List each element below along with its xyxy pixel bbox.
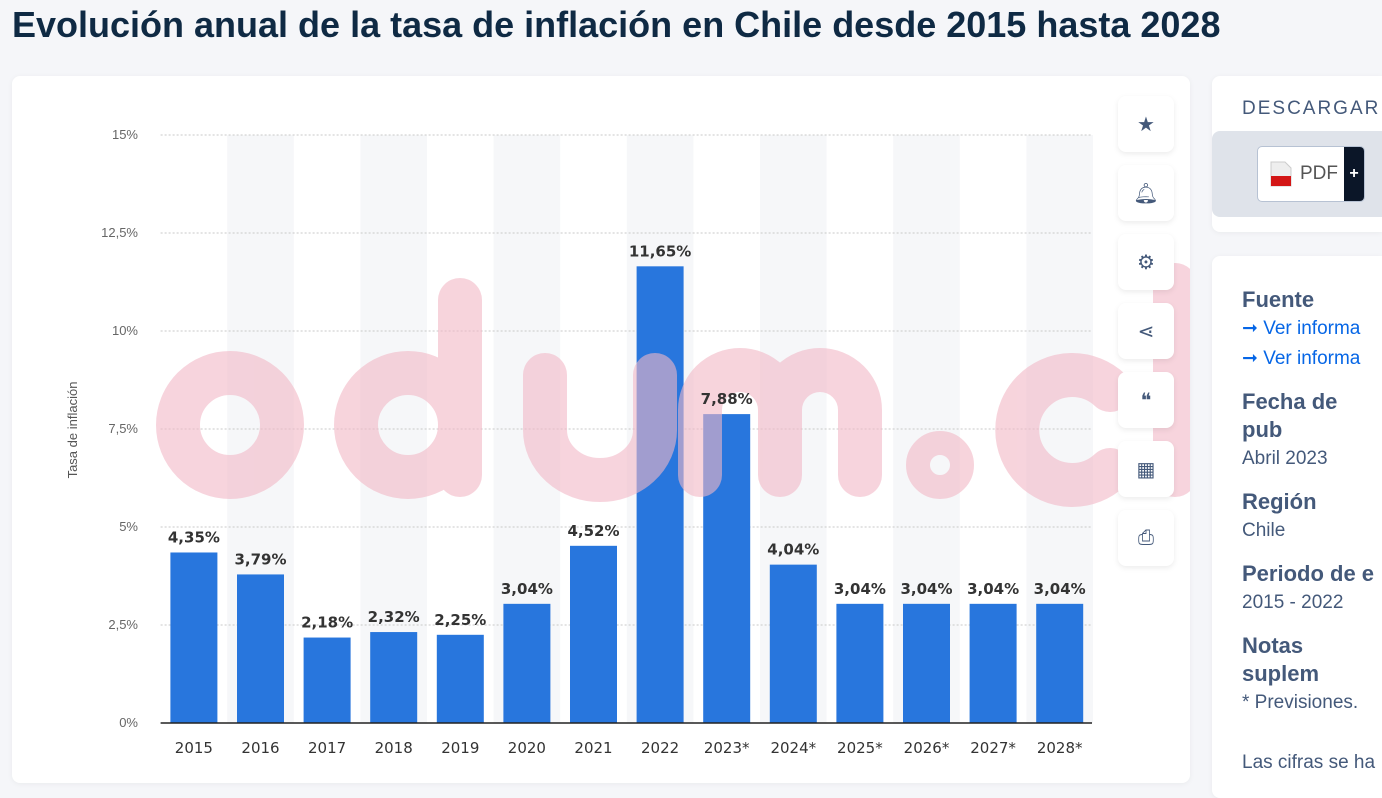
data-label: 2,25% <box>434 611 486 629</box>
info-panel: Fuente ➞ Ver informa ➞ Ver informa Fecha… <box>1212 256 1382 798</box>
x-tick-label: 2025* <box>837 739 883 757</box>
bar-2024*[interactable] <box>769 564 817 723</box>
region-heading: Región <box>1242 489 1317 514</box>
data-label: 3,04% <box>501 580 553 598</box>
plus-icon: + <box>1344 147 1364 201</box>
bars <box>170 266 1084 723</box>
bar-2020[interactable] <box>503 603 551 723</box>
x-tick-label: 2020 <box>508 739 546 757</box>
pub-date-heading: Fecha de pub <box>1242 389 1338 442</box>
print-icon: ⎙ <box>1138 526 1154 549</box>
x-tick-label: 2018 <box>375 739 413 757</box>
pdf-label: PDF <box>1300 163 1338 184</box>
star-icon: ★ <box>1137 113 1155 136</box>
pdf-file-icon <box>1270 161 1292 187</box>
flag-icon: ▦ <box>1136 458 1156 481</box>
data-label: 2,32% <box>368 608 420 626</box>
page-title: Evolución anual de la tasa de inflación … <box>12 4 1221 45</box>
pdf-download-button[interactable]: PDF + <box>1257 146 1365 202</box>
chart-card: 0% 2,5% 5% 7,5% 10% 12,5% 15% Tasa de inflación… <box>12 76 1190 783</box>
y-tick-label: 12,5% <box>101 225 138 240</box>
print-button[interactable]: ⎙ <box>1118 510 1174 566</box>
bar-2021[interactable] <box>570 545 617 723</box>
gear-button[interactable]: ⚙ <box>1118 234 1174 290</box>
quote-button[interactable]: ❝ <box>1118 372 1174 428</box>
bar-2025*[interactable] <box>836 603 884 723</box>
link-text: Ver informa <box>1263 348 1361 369</box>
x-tick-label: 2027* <box>970 739 1016 757</box>
bar-2019[interactable] <box>436 634 484 723</box>
y-axis-label: Tasa de inflación <box>65 382 80 479</box>
arrow-right-icon: ➞ <box>1242 348 1264 369</box>
quote-icon: ❝ <box>1140 389 1152 412</box>
bar-2016[interactable] <box>237 574 284 723</box>
data-label: 4,52% <box>567 522 619 540</box>
star-button[interactable]: ★ <box>1118 96 1174 152</box>
source-heading: Fuente <box>1242 287 1315 312</box>
data-label: 3,79% <box>234 550 286 568</box>
notes-heading: Notas suplem <box>1242 633 1320 686</box>
bar-2027*[interactable] <box>969 603 1017 723</box>
x-tick-label: 2015 <box>175 739 213 757</box>
data-label: 7,88% <box>701 390 753 408</box>
x-tick-label: 2017 <box>308 739 346 757</box>
bar-2022[interactable] <box>636 266 684 723</box>
x-tick-label: 2019 <box>441 739 479 757</box>
share-icon: ⋖ <box>1137 320 1155 343</box>
y-tick-label: 7,5% <box>108 421 138 436</box>
data-label: 3,04% <box>900 580 952 598</box>
bar-2018[interactable] <box>370 632 418 723</box>
download-title: DESCARGAR <box>1242 98 1381 119</box>
y-tick-label: 5% <box>119 519 138 534</box>
y-tick-label: 2,5% <box>108 617 138 632</box>
download-panel: DESCARGAR PDF + <box>1212 76 1382 232</box>
source-link-1[interactable]: ➞ Ver informa <box>1242 314 1382 344</box>
bar-2028*[interactable] <box>1036 603 1084 723</box>
bell-icon: 🔔︎ <box>1133 182 1159 205</box>
data-label: 3,04% <box>967 580 1019 598</box>
arrow-right-icon: ➞ <box>1242 318 1264 339</box>
bar-2015[interactable] <box>170 552 218 723</box>
link-text: Ver informa <box>1263 318 1361 339</box>
data-label: 4,04% <box>767 541 819 559</box>
y-tick-label: 0% <box>119 715 138 730</box>
data-label: 2,18% <box>301 614 353 632</box>
watermark <box>156 263 1190 507</box>
footer-text: Las cifras se ha <box>1242 752 1376 773</box>
x-tick-label: 2028* <box>1037 739 1083 757</box>
data-label: 4,35% <box>168 528 220 546</box>
gear-icon: ⚙ <box>1137 251 1155 274</box>
bar-2026*[interactable] <box>903 603 950 723</box>
flag-button[interactable]: ▦ <box>1118 441 1174 497</box>
notes-value: * Previsiones. <box>1242 692 1359 713</box>
data-label: 3,04% <box>1034 580 1086 598</box>
data-label: 3,04% <box>834 580 886 598</box>
x-tick-label: 2016 <box>241 739 279 757</box>
y-tick-label: 15% <box>112 127 138 142</box>
source-link-2[interactable]: ➞ Ver informa <box>1242 344 1382 374</box>
bell-button[interactable]: 🔔︎ <box>1118 165 1174 221</box>
pub-date-value: Abril 2023 <box>1242 448 1328 469</box>
x-tick-label: 2024* <box>770 739 816 757</box>
period-value: 2015 - 2022 <box>1242 592 1344 613</box>
x-tick-label: 2026* <box>904 739 950 757</box>
data-label: 11,65% <box>629 242 691 260</box>
share-button[interactable]: ⋖ <box>1118 303 1174 359</box>
x-tick-label: 2022 <box>641 739 679 757</box>
region-value: Chile <box>1242 520 1286 541</box>
x-tick-label: 2021 <box>574 739 612 757</box>
y-tick-label: 10% <box>112 323 138 338</box>
x-tick-label: 2023* <box>704 739 750 757</box>
bar-chart: 0% 2,5% 5% 7,5% 10% 12,5% 15% Tasa de inflación… <box>65 127 1190 757</box>
period-heading: Periodo de e <box>1242 561 1375 586</box>
bar-2017[interactable] <box>303 637 351 723</box>
